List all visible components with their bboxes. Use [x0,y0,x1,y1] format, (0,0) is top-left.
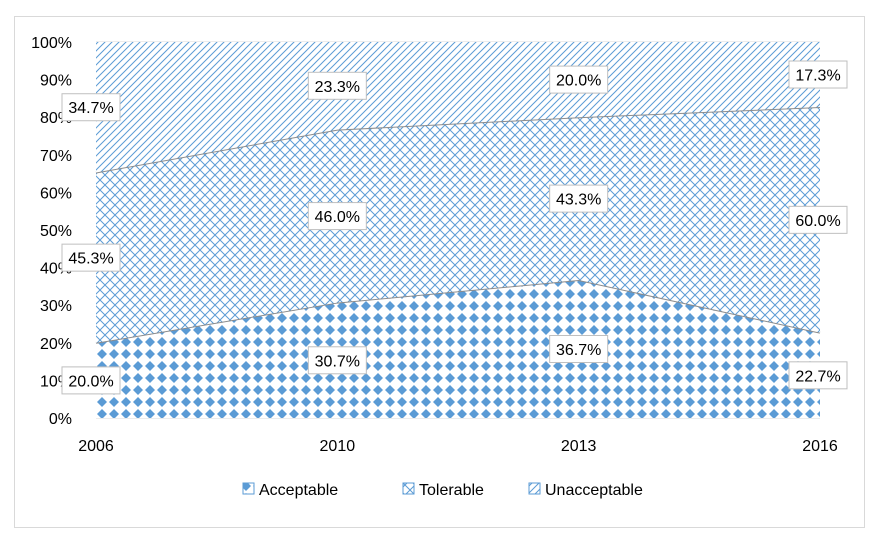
data-label-box [61,243,121,272]
data-label: 45.3% [68,251,113,268]
data-label: 22.7% [795,368,840,385]
data-label: 43.3% [556,192,601,209]
legend-swatch-unacceptable [528,482,541,495]
data-label: 60.0% [795,213,840,230]
data-label-box [549,335,609,364]
y-tick-label: 0% [49,411,72,428]
legend: Acceptable Tolerable Unacceptable [242,482,643,499]
area-series [95,42,821,418]
legend-label-acceptable: Acceptable [259,482,338,499]
data-label-box [788,60,848,89]
area-acceptable [96,280,820,418]
data-label: 20.0% [556,73,601,90]
y-tick-label: 30% [40,298,72,315]
data-label: 30.7% [315,353,360,370]
y-tick-label: 50% [40,223,72,240]
data-label-box [61,366,121,395]
data-label: 46.0% [315,209,360,226]
y-tick-label: 90% [40,73,72,90]
data-label: 17.3% [795,68,840,85]
legend-swatch-tolerable [402,482,415,495]
legend-swatch-acceptable [242,482,255,495]
y-tick-label: 100% [31,35,72,52]
data-label: 34.7% [68,100,113,117]
data-label-box [788,205,848,234]
data-label-box [307,71,367,100]
y-tick-label: 70% [40,148,72,165]
y-tick-label: 60% [40,185,72,202]
x-tick-label: 2013 [561,438,597,455]
data-labels: 20.0% 30.7% 36.7% 22.7% 45.3% 46.0% 43.3% 60.0%… [61,60,848,395]
data-label-box [307,346,367,375]
data-label-box [549,65,609,94]
data-label: 20.0% [68,373,113,390]
x-tick-label: 2010 [320,438,356,455]
x-tick-label: 2006 [78,438,114,455]
data-label: 23.3% [315,79,360,96]
x-tick-label: 2016 [802,438,838,455]
data-label-box [549,184,609,213]
legend-label-tolerable: Tolerable [419,482,484,499]
area-tolerable [96,107,820,343]
legend-label-unacceptable: Unacceptable [545,482,643,499]
data-label-box [788,361,848,390]
y-tick-label: 20% [40,336,72,353]
area-unacceptable [96,42,820,173]
data-label-box [61,93,121,122]
data-label-box [307,202,367,231]
data-label: 36.7% [556,342,601,359]
